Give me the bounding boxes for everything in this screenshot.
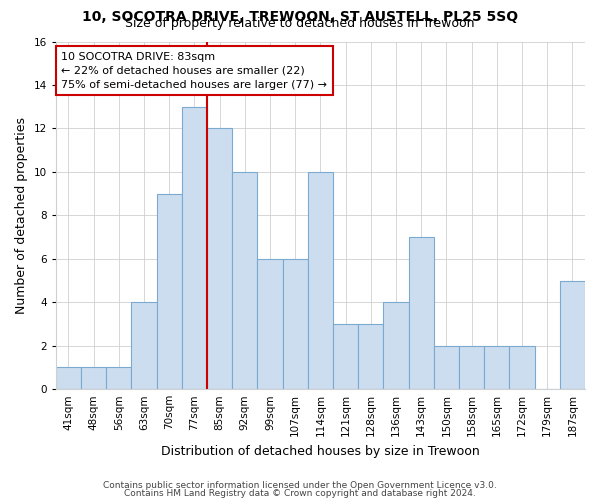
X-axis label: Distribution of detached houses by size in Trewoon: Distribution of detached houses by size … — [161, 444, 480, 458]
Bar — [434, 346, 459, 389]
Bar — [257, 259, 283, 389]
Bar — [131, 302, 157, 389]
Text: Size of property relative to detached houses in Trewoon: Size of property relative to detached ho… — [125, 18, 475, 30]
Bar — [207, 128, 232, 389]
Bar — [383, 302, 409, 389]
Bar — [182, 106, 207, 389]
Text: 10 SOCOTRA DRIVE: 83sqm
← 22% of detached houses are smaller (22)
75% of semi-de: 10 SOCOTRA DRIVE: 83sqm ← 22% of detache… — [61, 52, 327, 90]
Bar — [484, 346, 509, 389]
Bar — [409, 237, 434, 389]
Bar — [333, 324, 358, 389]
Bar — [509, 346, 535, 389]
Bar — [106, 368, 131, 389]
Y-axis label: Number of detached properties: Number of detached properties — [15, 117, 28, 314]
Bar — [81, 368, 106, 389]
Text: Contains HM Land Registry data © Crown copyright and database right 2024.: Contains HM Land Registry data © Crown c… — [124, 488, 476, 498]
Bar — [283, 259, 308, 389]
Bar — [560, 280, 585, 389]
Bar — [308, 172, 333, 389]
Bar — [232, 172, 257, 389]
Bar — [157, 194, 182, 389]
Text: Contains public sector information licensed under the Open Government Licence v3: Contains public sector information licen… — [103, 481, 497, 490]
Bar — [459, 346, 484, 389]
Bar — [56, 368, 81, 389]
Text: 10, SOCOTRA DRIVE, TREWOON, ST AUSTELL, PL25 5SQ: 10, SOCOTRA DRIVE, TREWOON, ST AUSTELL, … — [82, 10, 518, 24]
Bar — [358, 324, 383, 389]
